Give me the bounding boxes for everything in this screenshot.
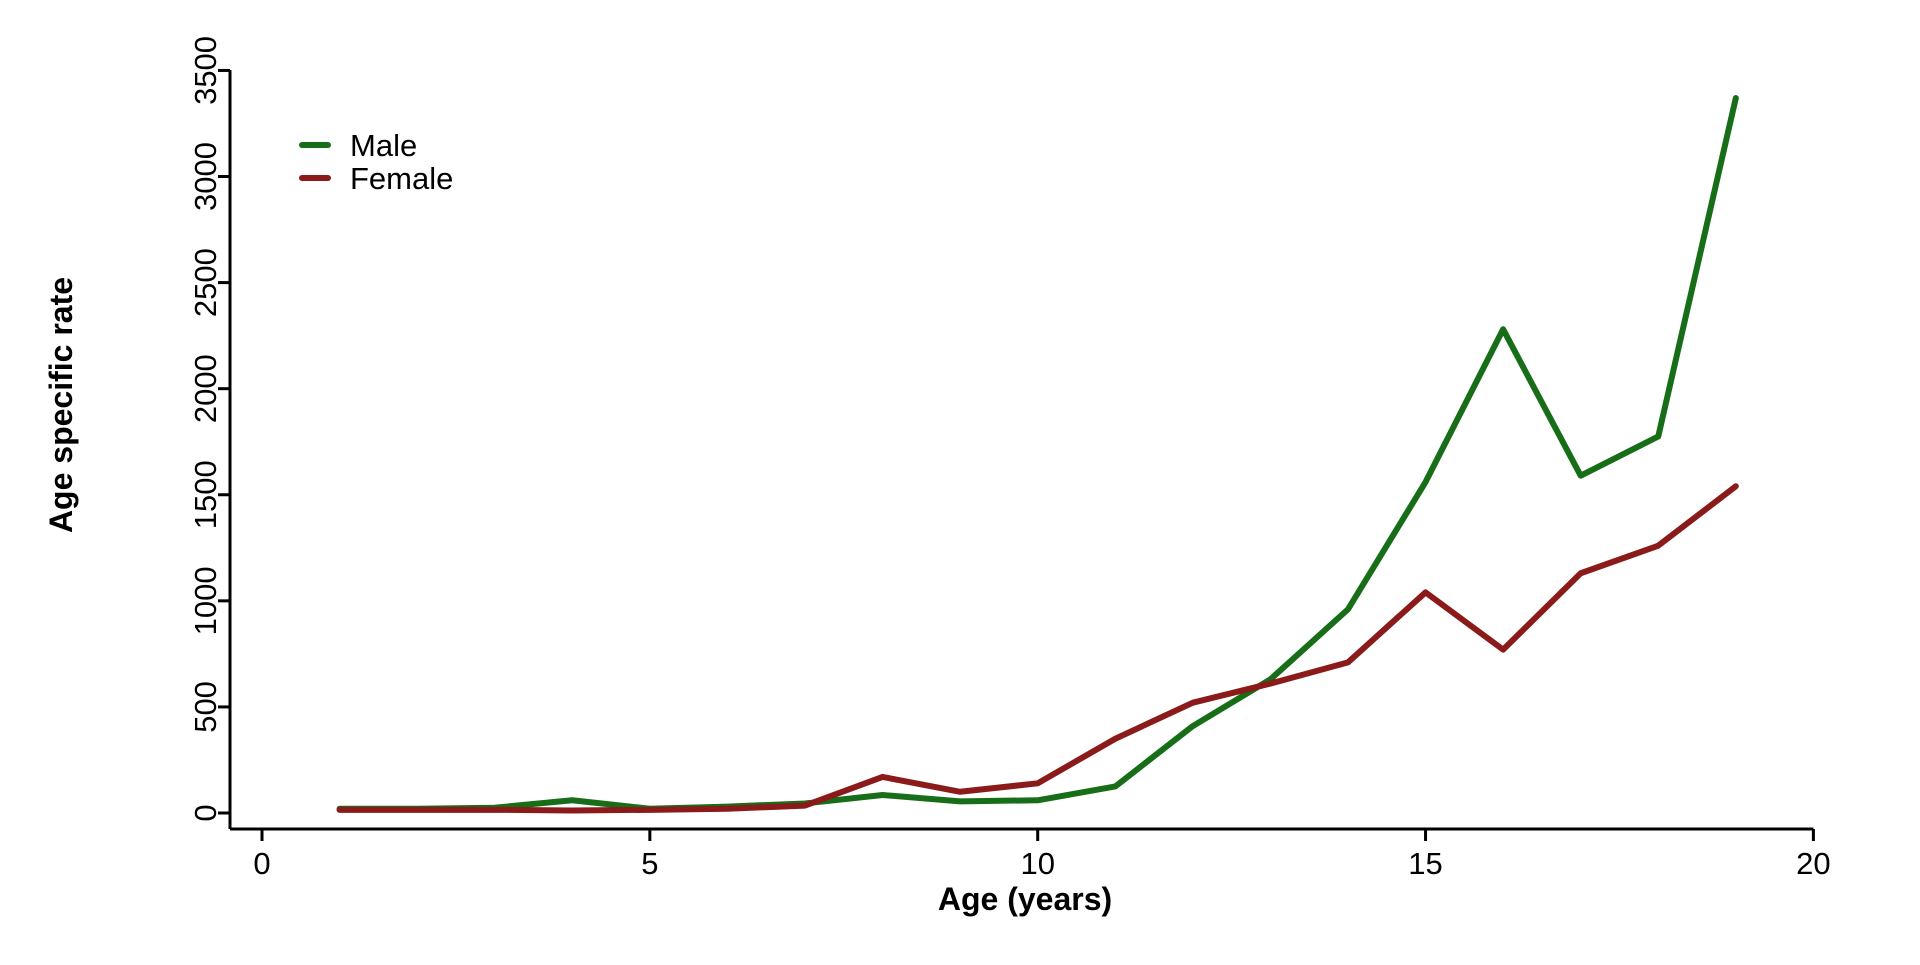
y-tick-label: 2500 (188, 248, 223, 317)
legend-label-male: Male (350, 128, 417, 163)
x-tick-label: 20 (1796, 846, 1830, 881)
x-tick-label: 10 (1020, 846, 1054, 881)
y-tick-label: 3500 (188, 36, 223, 105)
y-axis-title: Age specific rate (43, 277, 79, 533)
x-tick-label: 0 (253, 846, 270, 881)
series-line-female (336, 483, 1739, 814)
y-tick-label: 0 (188, 804, 223, 821)
y-tick-label: 500 (188, 681, 223, 733)
x-tick-label: 5 (641, 846, 658, 881)
y-tick-label: 1000 (188, 566, 223, 635)
y-tick-label: 1500 (188, 460, 223, 529)
legend-label-female: Female (350, 161, 453, 196)
y-tick-label: 3000 (188, 142, 223, 211)
axes: 0 5 10 15 20 0 500 1000 1500 2000 2500 3000 3500 (188, 36, 1831, 881)
y-tick-label: 2000 (188, 354, 223, 423)
x-tick-label: 15 (1408, 846, 1442, 881)
x-axis-title: Age (years) (938, 881, 1112, 917)
series-lines (336, 95, 1739, 814)
series-line-male (336, 95, 1739, 812)
